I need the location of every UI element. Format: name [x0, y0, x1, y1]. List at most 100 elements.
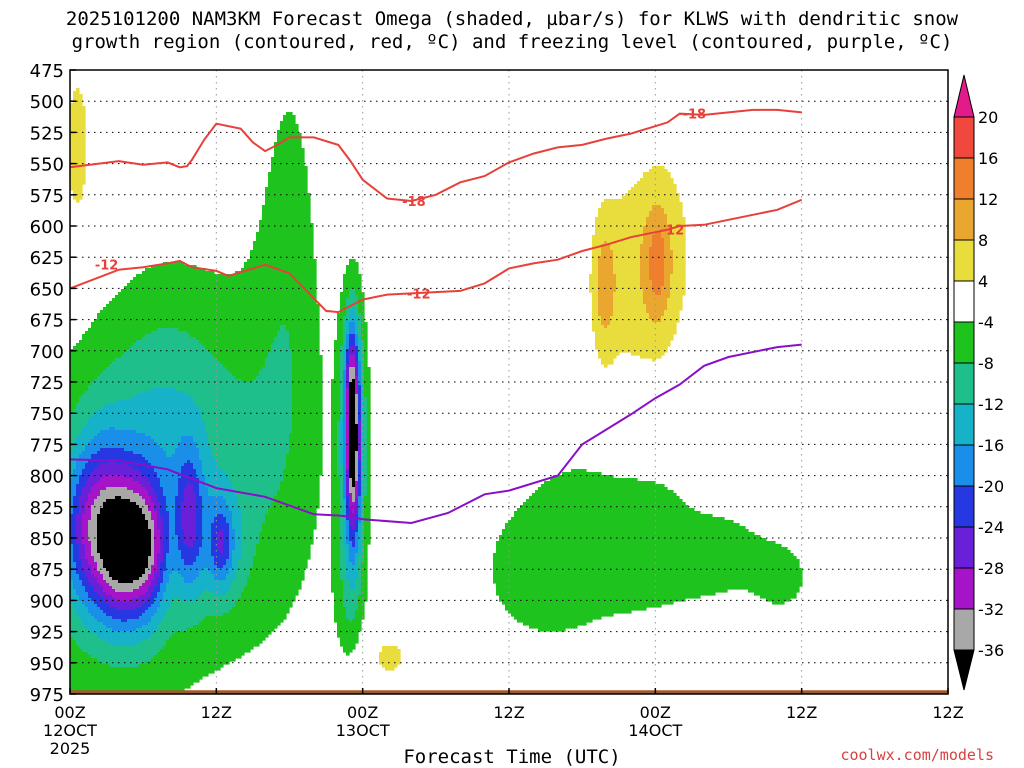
omega-cell — [82, 394, 137, 398]
omega-cell — [514, 511, 701, 515]
omega-cell — [148, 520, 155, 524]
omega-cell — [364, 460, 368, 464]
omega-cell — [133, 343, 203, 347]
omega-cell — [82, 538, 89, 542]
omega-cell — [232, 511, 242, 515]
credit-link[interactable]: coolwx.com/models — [840, 746, 994, 764]
omega-cell — [346, 535, 350, 539]
omega-cell — [337, 451, 341, 455]
omega-cell — [103, 505, 140, 509]
omega-cell — [355, 289, 362, 293]
omega-cell — [640, 256, 650, 260]
omega-cell — [331, 520, 341, 524]
omega-cell — [598, 283, 617, 287]
omega-cell — [235, 271, 317, 275]
omega-cell — [355, 469, 359, 473]
omega-cell — [226, 502, 239, 506]
omega-cell — [211, 538, 218, 542]
omega-cell — [100, 511, 143, 515]
omega-cell — [613, 265, 641, 269]
omega-cell — [70, 520, 77, 524]
omega-cell — [133, 478, 149, 482]
x-date-label: 13OCT — [336, 721, 390, 740]
omega-cell — [352, 562, 356, 566]
omega-cell — [364, 478, 368, 482]
omega-cell — [100, 583, 110, 587]
omega-cell — [115, 427, 206, 431]
omega-cell — [124, 352, 212, 356]
omega-cell — [361, 490, 365, 494]
omega-cell — [91, 508, 101, 512]
omega-cell — [103, 370, 230, 374]
omega-cell — [358, 343, 362, 347]
omega-cell — [343, 649, 353, 653]
omega-cell — [163, 490, 179, 494]
omega-cell — [175, 523, 182, 527]
omega-cell — [634, 184, 677, 188]
omega-cell — [142, 511, 152, 515]
omega-cell — [352, 541, 356, 545]
omega-cell — [154, 613, 167, 617]
omega-cell — [361, 508, 365, 512]
omega-cell — [151, 592, 158, 596]
omega-cell — [610, 319, 653, 323]
omega-cell — [91, 613, 107, 617]
omega-cell — [166, 589, 206, 593]
omega-cell — [88, 499, 95, 503]
omega-cell — [331, 478, 341, 482]
omega-cell — [349, 385, 356, 389]
omega-cell — [355, 388, 359, 392]
omega-cell — [364, 361, 368, 365]
omega-cell — [205, 421, 293, 425]
omega-cell — [358, 400, 362, 404]
omega-cell — [361, 367, 365, 371]
omega-cell — [331, 541, 341, 545]
omega-cell — [355, 331, 359, 335]
omega-cell — [202, 508, 230, 512]
omega-cell — [343, 466, 347, 470]
omega-cell — [193, 580, 233, 584]
omega-cell — [292, 355, 323, 359]
omega-cell — [343, 403, 347, 407]
y-tick-label: 850 — [30, 529, 64, 550]
omega-cell — [346, 379, 350, 383]
omega-cell — [361, 466, 365, 470]
omega-cell — [268, 352, 293, 356]
omega-cell — [160, 571, 164, 575]
omega-cell — [664, 208, 683, 212]
omega-cell — [166, 562, 185, 566]
omega-cell — [229, 535, 236, 539]
omega-cell — [88, 562, 98, 566]
omega-cell — [256, 550, 311, 554]
omega-cell — [235, 376, 257, 380]
omega-cell — [331, 382, 341, 386]
omega-cell — [241, 526, 263, 530]
omega-cell — [340, 463, 344, 467]
omega-cell — [592, 271, 599, 275]
omega-cell — [91, 541, 98, 545]
omega-cell — [367, 448, 371, 452]
omega-cell — [343, 418, 347, 422]
omega-cell — [640, 262, 650, 266]
omega-cell — [364, 481, 368, 485]
omega-cell — [367, 490, 371, 494]
omega-cell — [361, 409, 365, 413]
omega-cell — [163, 532, 170, 536]
omega-cell — [598, 274, 617, 278]
omega-cell — [355, 406, 359, 410]
omega-cell — [595, 226, 644, 230]
omega-cell — [88, 421, 206, 425]
omega-cell — [598, 277, 617, 281]
omega-cell — [361, 373, 365, 377]
omega-cell — [238, 598, 296, 602]
omega-cell — [70, 124, 86, 128]
omega-cell — [70, 178, 86, 182]
omega-cell — [214, 559, 227, 563]
omega-cell — [760, 595, 797, 599]
omega-cell — [241, 535, 260, 539]
omega-cell — [361, 547, 365, 551]
colorbar-label: -36 — [978, 641, 1004, 660]
omega-cell — [646, 217, 668, 221]
omega-cell — [346, 469, 350, 473]
omega-cell — [364, 511, 371, 515]
